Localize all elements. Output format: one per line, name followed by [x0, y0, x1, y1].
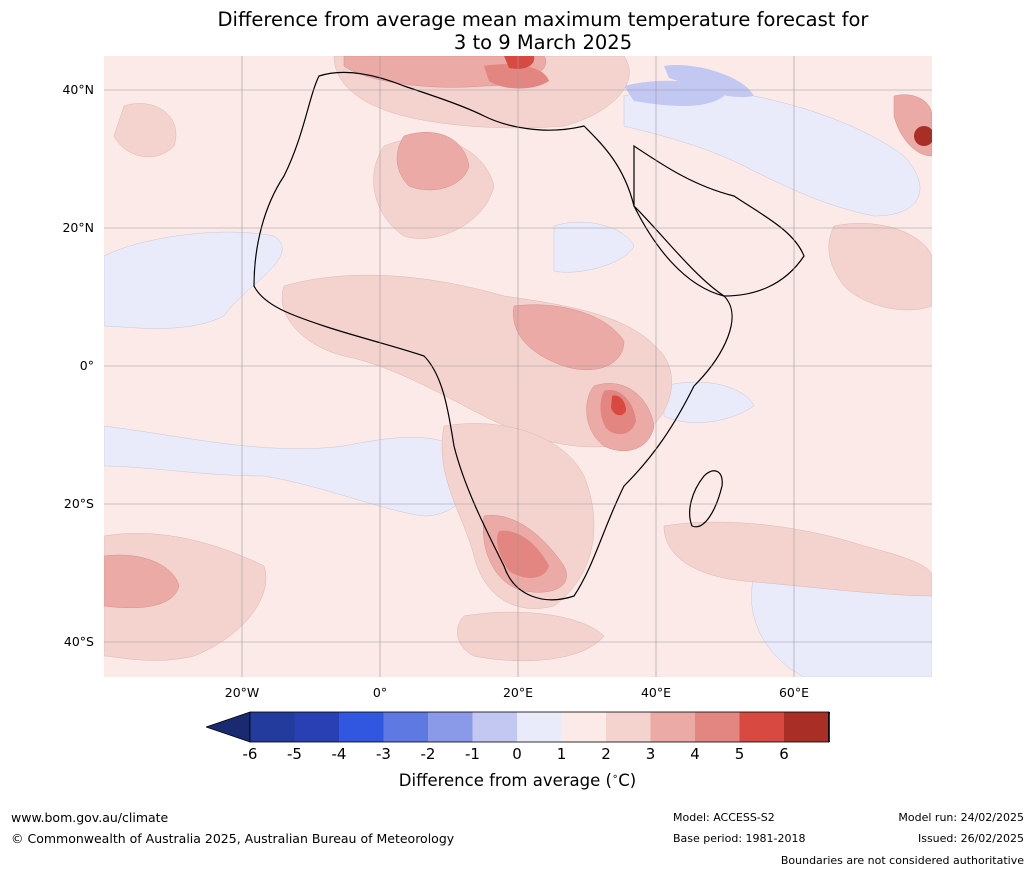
colorbar-segment	[695, 712, 740, 742]
lat-label-40n: 40°N	[62, 82, 94, 97]
arabia-coastline	[633, 144, 805, 297]
footer-base-period: Base period: 1981-2018	[673, 832, 806, 845]
colorbar-segment	[339, 712, 384, 742]
title-line-2: 3 to 9 March 2025	[453, 31, 633, 54]
footer-site: www.bom.gov.au/climate	[11, 810, 169, 825]
colorbar-tick-label: 3	[645, 745, 656, 763]
colorbar-segment	[428, 712, 473, 742]
colorbar-segment	[517, 712, 562, 742]
map-title: Difference from average mean maximum tem…	[0, 8, 1035, 54]
lon-label-20e: 20°E	[502, 685, 534, 700]
lon-label-40e: 40°E	[640, 685, 672, 700]
colorbar-tick-label: 4	[690, 745, 700, 763]
footer-issued: Issued: 26/02/2025	[917, 832, 1024, 845]
colorbar-tick-label: 5	[734, 745, 745, 763]
colorbar-tick-label: -5	[287, 745, 302, 763]
lon-label-0: 0°	[372, 685, 388, 700]
colorbar-under-extend	[206, 711, 251, 743]
footer-copyright: © Commonwealth of Australia 2025, Austra…	[11, 831, 455, 846]
colorbar-segment	[383, 712, 428, 742]
colorbar-label: Difference from average (∘C)	[398, 771, 637, 790]
colorbar-tick-label: 6	[779, 745, 789, 763]
graticule	[104, 56, 932, 677]
colorbar-tick-label: -3	[376, 745, 391, 763]
colorbar-tick-label: 0	[512, 745, 522, 763]
warm-anomaly-3-4	[484, 64, 636, 578]
colorbar-segment	[294, 712, 339, 742]
strong-cool-areas	[624, 65, 754, 106]
colorbar-segment	[784, 712, 829, 742]
colorbar-segment	[250, 712, 295, 742]
colorbar-tick-label: -2	[420, 745, 436, 763]
footer-disclaimer: Boundaries are not considered authoritat…	[780, 854, 1024, 867]
colorbar-border	[249, 711, 829, 743]
footer-model: Model: ACCESS-S2	[673, 811, 775, 824]
footer-model-run: Model run: 24/02/2025	[898, 811, 1024, 824]
africa-coastline	[253, 71, 733, 601]
colorbar-tick-label: -4	[331, 745, 347, 763]
colorbar-segment	[739, 712, 784, 742]
lat-label-20s: 20°S	[63, 496, 94, 511]
colorbar-segment	[650, 712, 695, 742]
colorbar-tick-label: -1	[465, 745, 480, 763]
colorbar-segment	[606, 712, 651, 742]
colorbar-segment	[472, 712, 517, 742]
lat-label-equator: 0°	[79, 358, 94, 373]
colorbar-tick-label: -6	[242, 745, 258, 763]
colorbar-segment	[561, 712, 606, 742]
title-line-1: Difference from average mean maximum tem…	[217, 8, 869, 31]
colorbar	[206, 711, 830, 743]
lat-label-20n: 20°N	[62, 220, 94, 235]
madagascar-coastline	[689, 470, 723, 528]
lat-label-40s: 40°S	[63, 634, 94, 649]
colorbar-tick-label: 1	[556, 745, 567, 763]
lon-label-60e: 60°E	[778, 685, 810, 700]
warm-anomaly-4-6	[504, 56, 932, 416]
forecast-map	[104, 56, 932, 677]
colorbar-tick-label: 2	[601, 745, 611, 763]
lon-label-20w: 20°W	[224, 685, 260, 700]
